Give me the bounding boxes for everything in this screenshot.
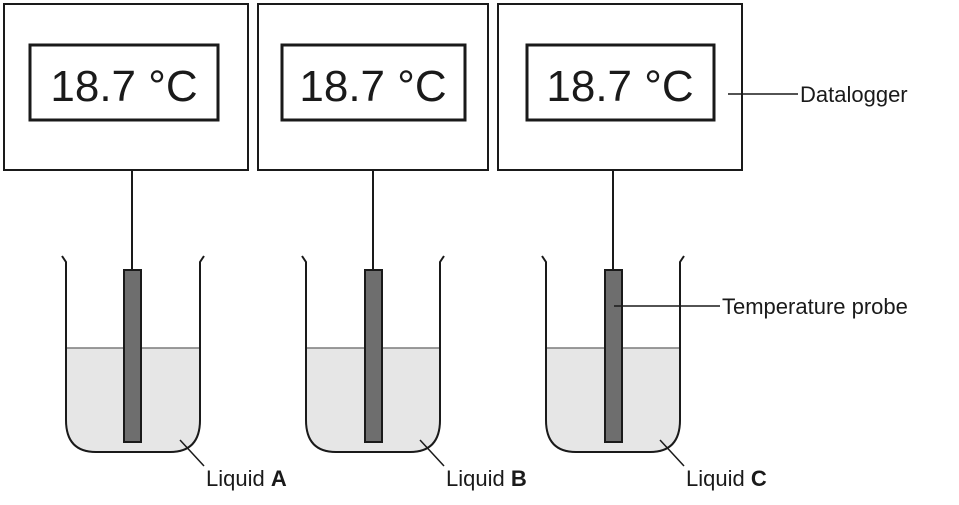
beaker-a xyxy=(61,255,205,453)
liquid-label-a: Liquid A xyxy=(206,466,287,491)
reading-b: 18.7 °C xyxy=(299,62,446,111)
beaker-b xyxy=(301,255,445,453)
display-b xyxy=(280,43,467,122)
display-c xyxy=(525,43,716,122)
beaker-c xyxy=(541,255,685,453)
reading-a: 18.7 °C xyxy=(50,62,197,111)
setup-c: 18.7 °C Liquid C xyxy=(497,3,767,491)
datalogger-label: Datalogger xyxy=(800,82,908,107)
probe-a xyxy=(123,269,142,443)
label-leader-c xyxy=(659,439,685,467)
display-a xyxy=(28,43,220,122)
liquid-label-b: Liquid B xyxy=(446,466,527,491)
probe-label: Temperature probe xyxy=(722,294,908,319)
liquid-label-c: Liquid C xyxy=(686,466,767,491)
label-leader-b xyxy=(419,439,445,467)
setup-a: 18.7 °C Liquid A xyxy=(3,3,287,491)
setup-b: 18.7 °C Liquid B xyxy=(257,3,527,491)
probe-c xyxy=(604,269,623,443)
label-leader-a xyxy=(179,439,205,467)
probe-b xyxy=(364,269,383,443)
reading-c: 18.7 °C xyxy=(546,62,693,111)
